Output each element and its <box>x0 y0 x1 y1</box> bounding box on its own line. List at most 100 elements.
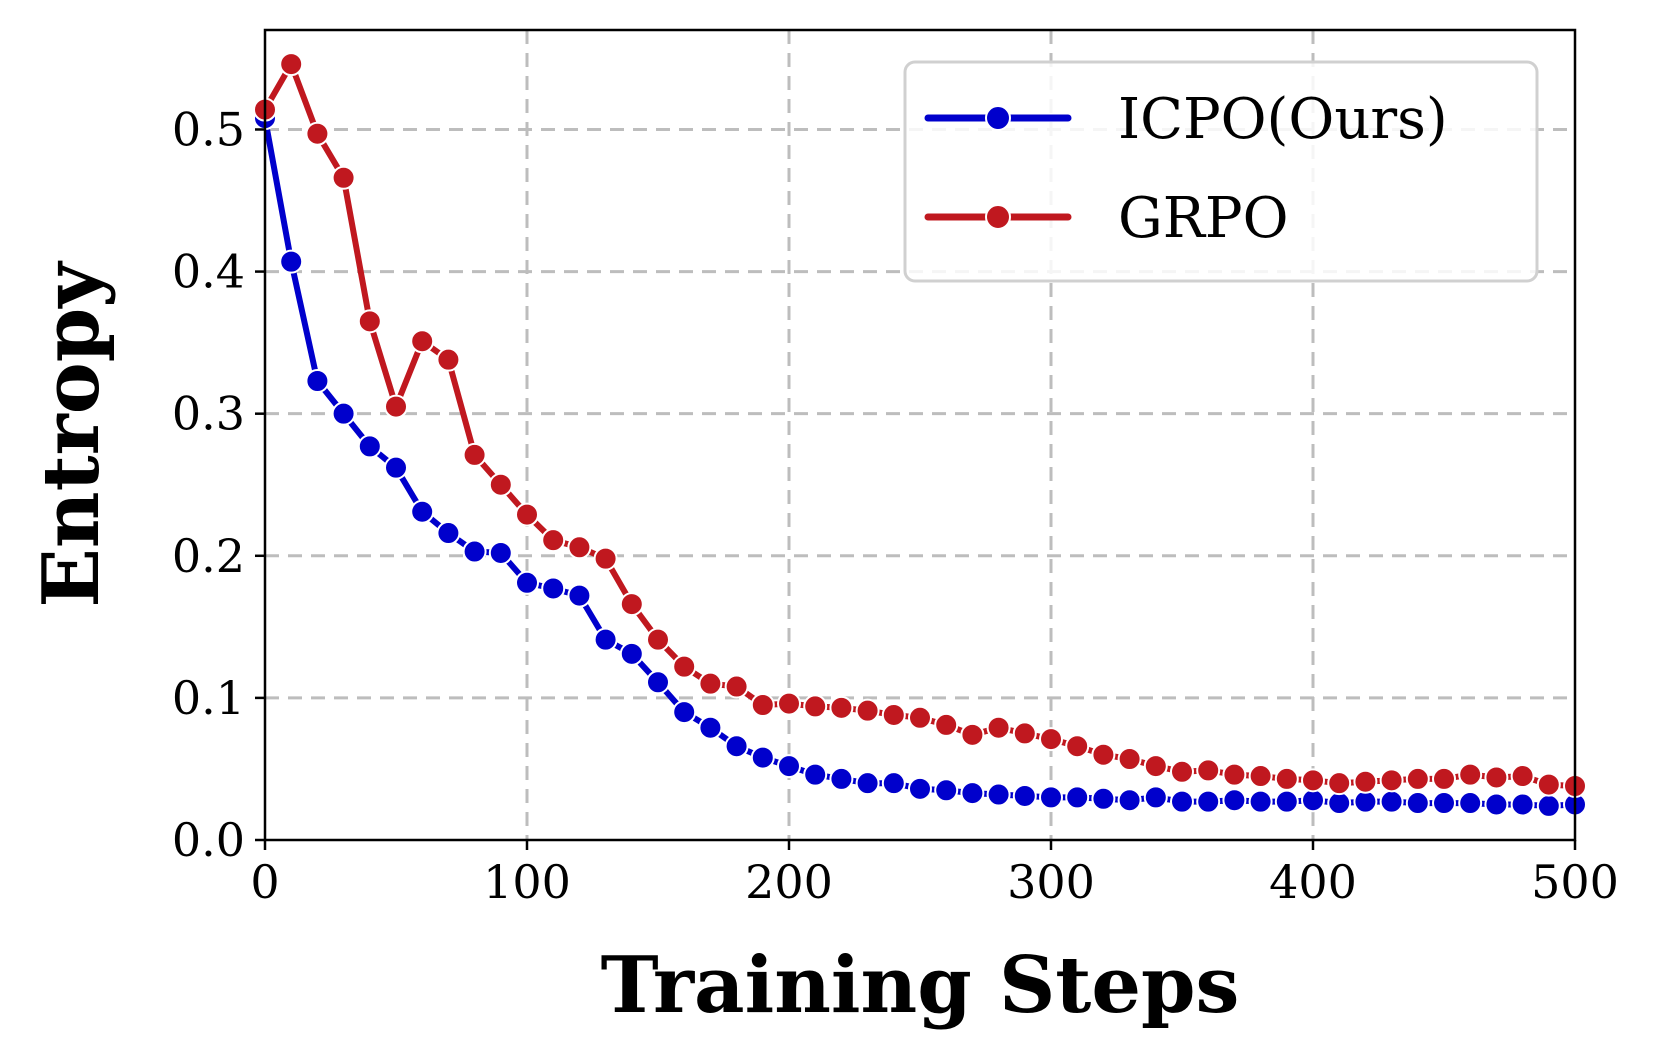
y-tick-label-2: 0.2 <box>172 529 245 583</box>
series-0-point-39 <box>1274 789 1299 814</box>
series-1-point-29 <box>1012 721 1037 746</box>
series-0-point-14 <box>619 641 644 666</box>
series-0-point-8 <box>462 539 487 564</box>
x-tick-label-1: 100 <box>483 855 571 909</box>
series-0-point-20 <box>777 754 801 779</box>
series-1-point-47 <box>1484 765 1509 790</box>
series-1-point-34 <box>1143 754 1168 779</box>
y-tick-label-3: 0.3 <box>172 387 245 441</box>
series-0-point-45 <box>1432 791 1456 816</box>
legend-label-icpo: ICPO(Ours) <box>1118 87 1448 152</box>
series-0-point-46 <box>1458 791 1483 816</box>
series-1-point-37 <box>1222 762 1247 787</box>
series-0-point-21 <box>803 762 828 787</box>
series-1-point-46 <box>1458 762 1483 787</box>
series-1-point-14 <box>619 592 644 617</box>
legend: ICPO(Ours) GRPO <box>903 60 1539 283</box>
series-0-point-38 <box>1248 789 1273 814</box>
series-1-point-11 <box>541 528 566 553</box>
legend-marker-grpo <box>985 204 1011 230</box>
x-tick-label-0: 0 <box>250 855 279 909</box>
series-1-point-35 <box>1170 759 1194 784</box>
series-1-point-31 <box>1065 734 1090 759</box>
series-1-point-15 <box>646 627 670 652</box>
series-1-point-39 <box>1274 766 1299 791</box>
x-tick-label-5: 500 <box>1531 855 1619 909</box>
series-0-point-18 <box>724 734 749 759</box>
series-0-point-44 <box>1405 791 1430 816</box>
series-0-point-32 <box>1091 786 1116 811</box>
y-axis-ticks: 0.0 0.1 0.2 0.3 0.4 0.5 <box>172 102 265 867</box>
series-0-point-37 <box>1222 788 1247 813</box>
series-0-point-41 <box>1327 791 1352 816</box>
series-0-point-25 <box>908 776 932 801</box>
series-0-point-24 <box>881 771 906 796</box>
legend-marker-icpo <box>985 105 1011 131</box>
series-1-point-36 <box>1196 758 1221 783</box>
x-axis-title: Training Steps <box>601 940 1240 1031</box>
series-0-point-47 <box>1484 792 1509 817</box>
series-1-point-4 <box>357 309 382 334</box>
y-tick-label-1: 0.1 <box>172 671 245 725</box>
series-1-point-41 <box>1327 771 1352 796</box>
series-1-point-33 <box>1117 747 1142 771</box>
series-1-point-45 <box>1432 766 1456 791</box>
series-0-point-13 <box>593 627 618 652</box>
series-1-point-17 <box>698 671 723 696</box>
series-1-point-12 <box>567 535 592 560</box>
series-0-point-17 <box>698 715 723 740</box>
series-1-point-2 <box>305 121 330 146</box>
series-1-point-28 <box>986 715 1011 740</box>
series-1-point-1 <box>279 52 304 77</box>
series-1-point-16 <box>672 654 697 679</box>
series-1-point-38 <box>1248 764 1273 789</box>
series-0-point-43 <box>1379 789 1404 814</box>
series-1-point-27 <box>960 722 985 747</box>
series-0-point-40 <box>1301 788 1325 813</box>
series-1-point-43 <box>1379 768 1404 793</box>
series-0-point-35 <box>1170 789 1194 814</box>
series-0-point-33 <box>1117 788 1142 813</box>
series-0-point-12 <box>567 583 592 608</box>
series-1-point-23 <box>855 698 880 723</box>
series-0-point-4 <box>357 434 382 459</box>
series-1-point-7 <box>436 347 461 372</box>
series-0-point-19 <box>750 745 775 770</box>
series-0-point-6 <box>410 499 435 524</box>
x-tick-label-4: 400 <box>1269 855 1357 909</box>
y-tick-label-4: 0.4 <box>172 245 245 299</box>
series-0-point-34 <box>1143 785 1168 810</box>
series-1-point-5 <box>384 394 408 419</box>
series-1-point-19 <box>750 693 775 717</box>
series-0-point-23 <box>855 771 880 796</box>
series-0-point-42 <box>1353 789 1378 814</box>
series-1-point-40 <box>1301 768 1325 793</box>
series-1-point-22 <box>829 695 854 720</box>
series-1-point-24 <box>881 702 906 727</box>
series-0-point-11 <box>541 576 566 601</box>
series-0-point-16 <box>672 700 697 725</box>
series-0-point-1 <box>279 249 304 274</box>
series-1-point-26 <box>934 712 959 737</box>
series-1-point-42 <box>1353 769 1378 794</box>
series-0-point-22 <box>829 766 854 791</box>
series-0-point-28 <box>986 782 1011 807</box>
series-0-point-27 <box>960 781 985 806</box>
series-1-point-21 <box>803 694 828 719</box>
series-1-point-18 <box>724 674 749 699</box>
plot-frame <box>263 28 1577 842</box>
series-0-point-10 <box>515 570 539 595</box>
series-1-point-10 <box>515 502 539 527</box>
series-0-point-30 <box>1039 785 1063 810</box>
series-1-point-48 <box>1510 764 1535 789</box>
series-1-point-13 <box>593 546 618 571</box>
y-tick-label-0: 0.0 <box>172 813 245 867</box>
legend-label-grpo: GRPO <box>1118 186 1289 251</box>
series-0-point-36 <box>1196 789 1221 814</box>
series-1-point-25 <box>908 705 932 730</box>
y-tick-label-5: 0.5 <box>172 102 245 156</box>
series-0-point-49 <box>1536 793 1561 818</box>
x-tick-label-3: 300 <box>1007 855 1095 909</box>
series-0-point-3 <box>331 401 356 426</box>
series-1 <box>253 52 1587 798</box>
